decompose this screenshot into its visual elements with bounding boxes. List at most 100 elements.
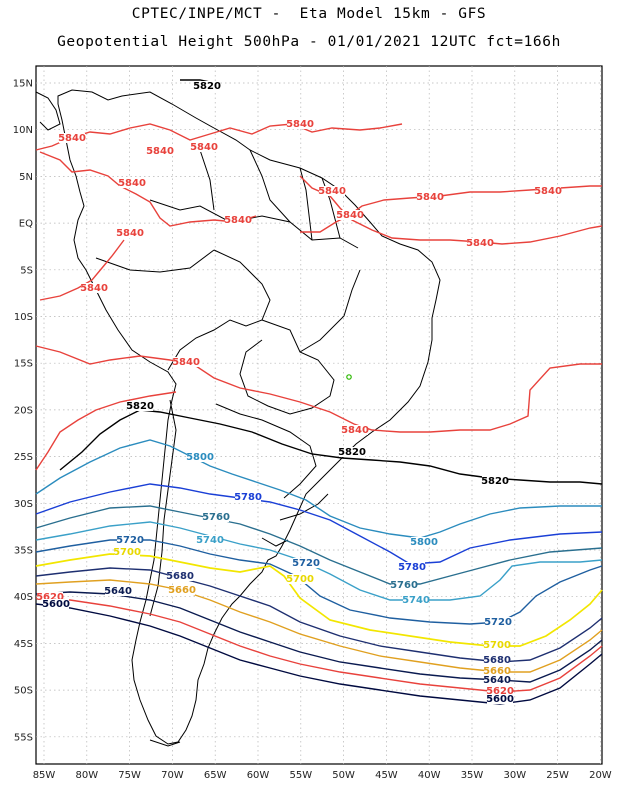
contour-label: 5720 (484, 617, 512, 628)
contour-label-bg (173, 357, 199, 367)
contour-label: 5760 (390, 580, 418, 591)
lat-label: 35S (14, 546, 33, 557)
map-frame (35, 65, 603, 765)
contour-label: 5680 (166, 571, 194, 582)
contour-label: 5820 (338, 447, 366, 458)
contour-label: 5700 (286, 574, 314, 585)
lon-label: 75W (118, 770, 141, 781)
contour-label-bg (105, 586, 131, 596)
lat-label: 15N (13, 79, 33, 90)
contour-label: 5740 (402, 595, 430, 606)
map-subtitle: Geopotential Height 500hPa - 01/01/2021 … (57, 34, 561, 50)
contour-label: 5800 (186, 452, 214, 463)
lat-label: 10S (14, 312, 33, 323)
contour-label: 5700 (113, 547, 141, 558)
lon-label: 40W (418, 770, 441, 781)
lat-label: 15S (14, 359, 33, 370)
contour-label-bg (342, 425, 368, 435)
contour-label: 5720 (292, 558, 320, 569)
lat-label: 5N (19, 172, 33, 183)
contour-label-bg (59, 133, 85, 143)
lat-label: 25S (14, 452, 33, 463)
lon-label: 45W (375, 770, 398, 781)
contour-label-bg (417, 192, 443, 202)
longitude-labels: 85W 80W 75W 70W 65W 60W 55W 50W 45W 40W 35W 30W 25W 2… (33, 770, 612, 781)
contour-label: 5620 (486, 686, 514, 697)
contour-label-bg (293, 558, 319, 568)
contour-label-bg (337, 210, 363, 220)
lon-label: 50W (332, 770, 355, 781)
contour-label-bg (114, 547, 140, 557)
contour-label-bg (117, 228, 143, 238)
contour-label: 5780 (234, 492, 262, 503)
contour-label-bg (484, 640, 510, 650)
contour-label: 5600 (42, 599, 70, 610)
map-title: CPTEC/INPE/MCT - Eta Model 15km - GFS (131, 6, 487, 22)
contour-label-bg (287, 119, 313, 129)
contour-label: 5640 (483, 675, 511, 686)
contour-label-bg (191, 142, 217, 152)
contour-label: 5840 (80, 283, 108, 294)
lat-label: EQ (19, 219, 33, 230)
contour-label-bg (167, 571, 193, 581)
contour-label: 5660 (168, 585, 196, 596)
contour-label: 5840 (58, 133, 86, 144)
contour-label: 5840 (318, 186, 346, 197)
lat-label: 50S (14, 686, 33, 697)
contour-label: 5840 (336, 210, 364, 221)
contour-label-bg (403, 595, 429, 605)
contour-label-bg (187, 452, 213, 462)
contour-label-bg (484, 655, 510, 665)
lon-label: 25W (546, 770, 569, 781)
contour-label-bg (487, 694, 513, 704)
contour-label: 5820 (481, 476, 509, 487)
lat-label: 45S (14, 639, 33, 650)
contour-label-bg (482, 476, 508, 486)
contour-label: 5840 (224, 215, 252, 226)
contour-label: 5840 (466, 238, 494, 249)
contour-label-bg (487, 686, 513, 696)
lat-label: 40S (14, 592, 33, 603)
contour-label: 5840 (190, 142, 218, 153)
latitude-labels: 15N 10N 5N EQ 5S 10S 15S 20S 25S 30S 35S 40S 45S 50S 5… (13, 79, 33, 744)
contour-label-bg (37, 592, 63, 602)
contour-label-bg (235, 492, 261, 502)
contour-label-bg (319, 186, 345, 196)
lon-label: 55W (289, 770, 312, 781)
contour-label: 5840 (116, 228, 144, 239)
contour-label-bg (194, 81, 220, 91)
lon-label: 35W (461, 770, 484, 781)
coastline (35, 89, 441, 747)
contour-label-bg (119, 178, 145, 188)
lat-label: 5S (20, 265, 33, 276)
contour-labels: 5820 5840 5840 5840 5840 5840 5840 5840 5840 5840… (36, 81, 562, 705)
contour-label-bg (43, 599, 69, 609)
contour-label-bg (485, 617, 511, 627)
contour-label: 5840 (118, 178, 146, 189)
contour-label: 5800 (410, 537, 438, 548)
contour-label: 5840 (286, 119, 314, 130)
lat-label: 10N (13, 125, 33, 136)
contour-label: 5700 (483, 640, 511, 651)
lon-label: 60W (247, 770, 270, 781)
contour-label-bg (81, 283, 107, 293)
contour-label-bg (484, 675, 510, 685)
contour-label: 5720 (116, 535, 144, 546)
lon-label: 85W (33, 770, 56, 781)
lon-label: 80W (75, 770, 98, 781)
contour-label: 5600 (486, 694, 514, 705)
contour-label-bg (399, 562, 425, 572)
contour-label-bg (127, 401, 153, 411)
contour-label-bg (169, 585, 195, 595)
contour-label: 5740 (196, 535, 224, 546)
contour-label: 5680 (483, 655, 511, 666)
station-marker (346, 374, 352, 380)
contour-label: 5820 (193, 81, 221, 92)
contour-label-bg (117, 535, 143, 545)
contour-label: 5840 (341, 425, 369, 436)
contour-label: 5760 (202, 512, 230, 523)
contour-label-bg (147, 146, 173, 156)
contour-label: 5620 (36, 592, 64, 603)
contour-label-bg (467, 238, 493, 248)
